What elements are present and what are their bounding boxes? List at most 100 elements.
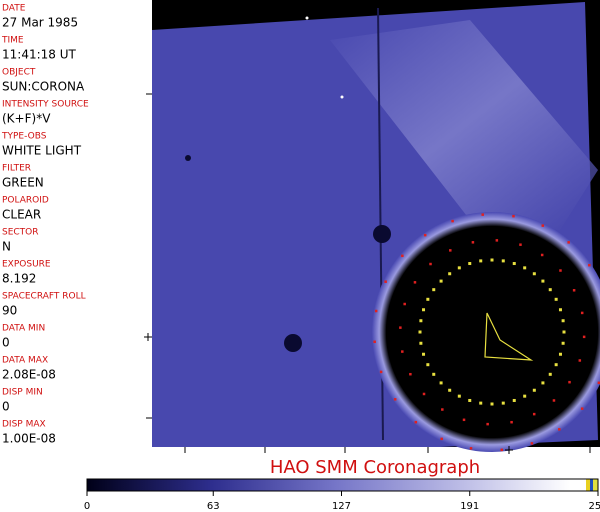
field-value: (K+F)*V xyxy=(2,112,51,126)
grid-dot xyxy=(567,241,570,244)
field-label: FILTER xyxy=(2,164,31,174)
grid-dot xyxy=(568,380,571,384)
grid-dot xyxy=(432,288,436,292)
grid-dot xyxy=(558,352,562,356)
field-label: SPACECRAFT ROLL xyxy=(2,292,86,302)
grid-dot xyxy=(481,213,484,216)
grid-dot xyxy=(495,239,499,242)
grid-dot xyxy=(479,401,483,405)
grid-dot xyxy=(512,262,516,266)
frame-ticks xyxy=(144,93,591,454)
grid-dot xyxy=(561,341,565,345)
colorbar-end xyxy=(586,479,590,491)
grid-dot xyxy=(541,381,545,385)
grid-dot xyxy=(532,272,536,276)
grid-dot xyxy=(540,253,544,257)
grid-dot xyxy=(422,308,426,312)
grid-dot xyxy=(468,398,472,402)
grid-dot xyxy=(501,401,505,405)
grid-dot xyxy=(399,326,402,329)
grid-dot xyxy=(532,412,536,416)
grid-dot xyxy=(578,359,582,362)
grid-dot xyxy=(403,302,406,306)
star xyxy=(185,155,191,161)
grid-dot xyxy=(554,297,558,301)
field-value: 11:41:18 UT xyxy=(2,48,76,62)
colorbar-end xyxy=(593,479,598,491)
overlay-dots xyxy=(373,213,600,452)
grid-dot xyxy=(501,259,505,263)
grid-dot xyxy=(429,262,432,266)
grid-dot xyxy=(490,402,494,406)
grid-dot xyxy=(419,319,423,323)
grid-dot xyxy=(401,254,404,258)
field-label: TIME xyxy=(1,36,24,46)
field-label: EXPOSURE xyxy=(2,260,51,270)
grid-dot xyxy=(512,214,515,218)
grid-dot xyxy=(588,263,591,267)
field-label: DISP MIN xyxy=(2,388,43,398)
grid-dot xyxy=(469,447,473,450)
dust-spot xyxy=(284,334,302,352)
grid-dot xyxy=(572,289,576,292)
grid-dot xyxy=(597,381,600,385)
grid-dot xyxy=(548,372,552,376)
field-label: SECTOR xyxy=(2,228,39,238)
field-value: 2.08E-08 xyxy=(2,368,56,382)
grid-dot xyxy=(379,370,383,374)
grid-dot xyxy=(582,335,586,339)
dust-spot xyxy=(373,225,391,243)
colorbar-end xyxy=(590,479,593,491)
grid-dot xyxy=(552,399,556,402)
grid-dot xyxy=(384,280,387,283)
field-value: 27 Mar 1985 xyxy=(2,16,78,30)
grid-dot xyxy=(432,372,436,376)
field-label: OBJECT xyxy=(2,68,36,78)
star xyxy=(340,95,344,99)
field-value: CLEAR xyxy=(2,208,41,222)
colorbar xyxy=(87,479,586,491)
grid-dot xyxy=(401,350,404,353)
title: HAO SMM Coronagraph xyxy=(270,457,480,478)
grid-dot xyxy=(448,388,452,392)
grid-dot xyxy=(419,341,423,345)
grid-dot xyxy=(558,428,561,431)
colorbar-tick-label: 127 xyxy=(332,501,351,512)
grid-dot xyxy=(530,442,534,445)
grid-dot xyxy=(559,269,562,272)
grid-dot xyxy=(519,243,522,246)
field-value: 0 xyxy=(2,400,10,414)
field-label: TYPE-OBS xyxy=(1,132,47,142)
grid-dot xyxy=(541,224,545,227)
grid-dot xyxy=(512,398,516,402)
grid-dot xyxy=(486,422,489,426)
grid-dot xyxy=(448,272,452,276)
grid-dot xyxy=(426,297,430,301)
grid-dot xyxy=(523,394,527,398)
grid-dot xyxy=(462,418,466,422)
field-label: DATE xyxy=(2,4,26,14)
field-value: SUN:CORONA xyxy=(2,80,85,94)
grid-dot xyxy=(471,241,475,244)
field-label: DATA MAX xyxy=(2,356,48,366)
field-value: WHITE LIGHT xyxy=(2,144,82,158)
grid-dot xyxy=(558,308,562,312)
field-label: INTENSITY SOURCE xyxy=(2,100,89,110)
grid-dot xyxy=(541,279,545,283)
grid-dot xyxy=(532,388,536,392)
field-value: GREEN xyxy=(2,176,44,190)
grid-dot xyxy=(457,266,461,270)
grid-dot xyxy=(440,437,443,441)
grid-dot xyxy=(500,448,504,452)
colorbar-tick-label: 63 xyxy=(207,501,220,512)
sun-outline xyxy=(484,312,534,361)
grid-dot xyxy=(523,266,527,270)
grid-dot xyxy=(561,319,565,323)
grid-dot xyxy=(510,420,513,424)
occulter xyxy=(386,226,598,438)
grid-dot xyxy=(548,288,552,292)
grid-dot xyxy=(409,372,412,376)
field-value: 90 xyxy=(2,304,17,318)
